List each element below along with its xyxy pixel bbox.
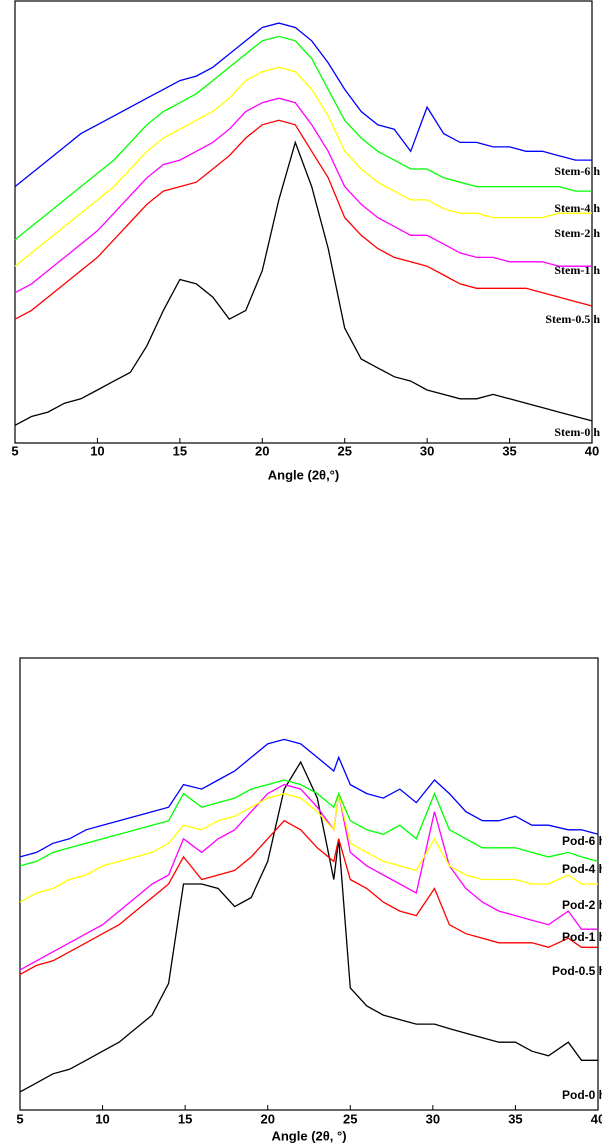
x-tick-label: 5 bbox=[11, 443, 18, 458]
x-tick-label: 25 bbox=[337, 443, 351, 458]
x-tick-label: 35 bbox=[502, 443, 516, 458]
curve-label: Stem-2 h bbox=[554, 226, 600, 240]
curve-label: Pod-4 h bbox=[562, 862, 602, 876]
xrd-curve bbox=[19, 783, 598, 971]
x-tick-label: 15 bbox=[178, 1111, 192, 1126]
curve-label: Stem-0 h bbox=[554, 425, 600, 439]
x-tick-label: 5 bbox=[16, 1111, 23, 1126]
xrd-curve bbox=[19, 760, 598, 1093]
curve-label: Stem-6 h bbox=[554, 164, 600, 178]
x-tick-label: 35 bbox=[508, 1111, 522, 1126]
curve-label: Stem-1 h bbox=[554, 263, 600, 277]
xrd-curve bbox=[14, 22, 592, 188]
curve-label: Pod-0 h bbox=[562, 1088, 602, 1102]
x-tick-label: 40 bbox=[591, 1111, 602, 1126]
x-axis-label: Angle (2θ,°) bbox=[268, 467, 339, 482]
x-tick-label: 20 bbox=[260, 1111, 274, 1126]
curve-label: Pod-0.5 h bbox=[552, 964, 602, 978]
xrd-curve bbox=[19, 779, 599, 867]
xrd-curve bbox=[19, 738, 599, 858]
xrd-curve bbox=[14, 35, 592, 241]
xrd-curve bbox=[14, 66, 592, 267]
x-tick-label: 25 bbox=[343, 1111, 357, 1126]
x-tick-label: 20 bbox=[255, 443, 269, 458]
x-tick-label: 40 bbox=[585, 443, 599, 458]
x-tick-label: 30 bbox=[420, 443, 434, 458]
curve-label: Pod-1 h bbox=[562, 930, 602, 944]
xrd-curve bbox=[19, 792, 598, 903]
curve-label: Pod-6 h bbox=[562, 834, 602, 848]
x-tick-label: 15 bbox=[173, 443, 187, 458]
curve-label: Stem-0.5 h bbox=[545, 312, 600, 326]
plot-frame bbox=[14, 0, 593, 444]
xrd-curve bbox=[19, 819, 598, 975]
xrd-curve bbox=[14, 119, 593, 320]
x-tick-label: 10 bbox=[95, 1111, 109, 1126]
curve-label: Stem-4 h bbox=[554, 201, 600, 215]
curve-label: Pod-2 h bbox=[562, 898, 602, 912]
xrd-curve bbox=[14, 140, 593, 426]
x-axis-label: Angle (2θ, °) bbox=[271, 1128, 346, 1143]
x-tick-label: 10 bbox=[90, 443, 104, 458]
xrd-curve bbox=[14, 97, 592, 294]
x-tick-label: 30 bbox=[426, 1111, 440, 1126]
